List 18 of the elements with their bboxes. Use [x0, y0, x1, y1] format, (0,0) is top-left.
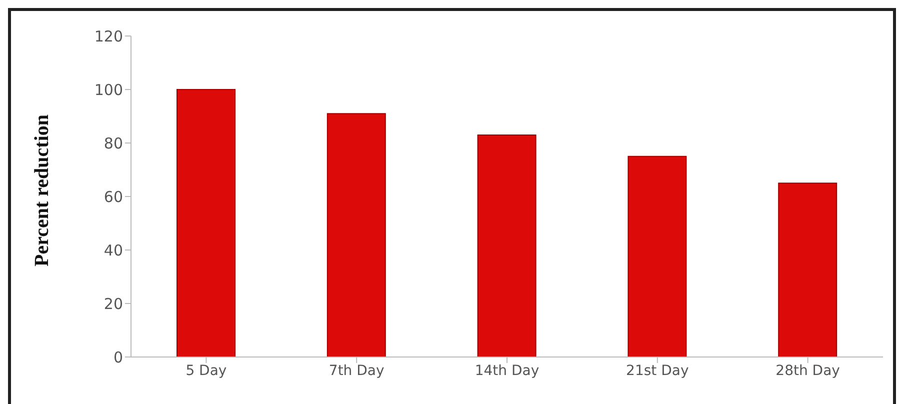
y-axis-title: Percent reduction	[31, 114, 54, 266]
y-tick-label: 60	[104, 188, 123, 206]
y-tick-label: 80	[104, 134, 123, 152]
bar	[778, 182, 838, 357]
x-tick-label: 21st Day	[626, 362, 689, 379]
bar	[326, 113, 386, 357]
y-tick-label: 120	[94, 27, 123, 46]
bar	[477, 134, 536, 357]
y-tick-label: 100	[94, 80, 123, 99]
x-tick-label: 14th Day	[474, 362, 540, 379]
y-tick-label: 40	[104, 241, 123, 260]
bar	[176, 89, 236, 357]
bar	[628, 156, 687, 357]
x-tick-label: 28th Day	[776, 362, 840, 379]
x-tick-label: 7th Day	[328, 362, 384, 379]
x-tick-label: 5 Day	[186, 362, 227, 379]
y-tick-label: 20	[104, 294, 123, 313]
y-tick-label: 0	[113, 348, 123, 366]
